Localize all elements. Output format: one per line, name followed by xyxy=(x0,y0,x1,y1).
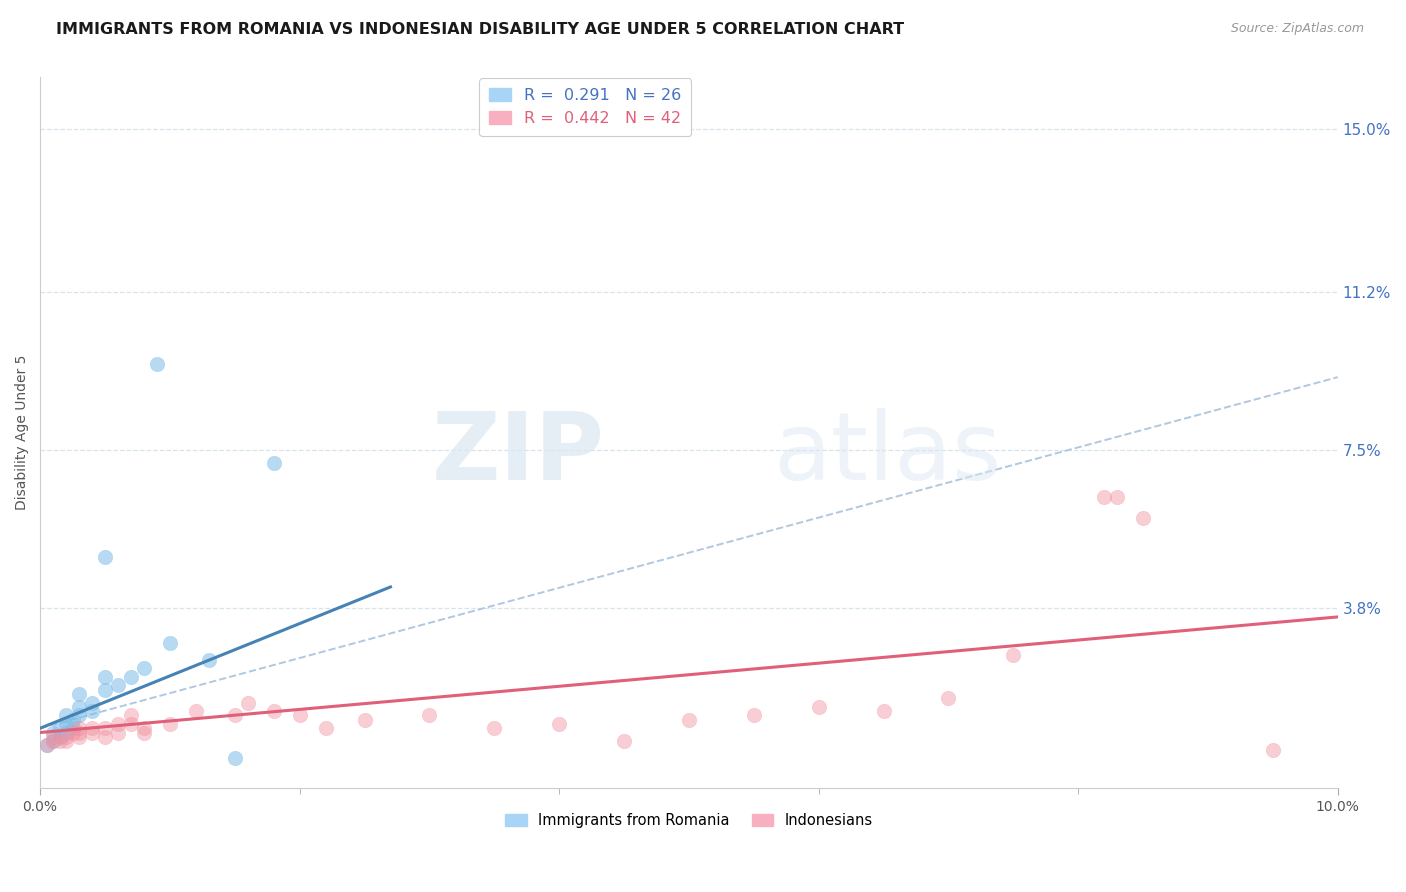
Point xyxy=(42,734,65,748)
Point xyxy=(107,678,129,692)
Point xyxy=(224,751,246,765)
Point xyxy=(132,721,155,735)
Point xyxy=(67,699,90,714)
Point xyxy=(62,725,84,739)
Point xyxy=(484,721,506,735)
Point xyxy=(48,734,70,748)
Point xyxy=(120,717,142,731)
Point xyxy=(80,704,103,718)
Point xyxy=(1132,511,1154,525)
Point xyxy=(80,725,103,739)
Point xyxy=(94,730,117,744)
Point xyxy=(132,661,155,675)
Point xyxy=(418,708,440,723)
Point xyxy=(35,739,58,753)
Point xyxy=(872,704,894,718)
Point xyxy=(67,721,90,735)
Point xyxy=(94,721,117,735)
Point xyxy=(1092,490,1115,504)
Point xyxy=(80,721,103,735)
Point xyxy=(42,725,65,739)
Point xyxy=(55,730,77,744)
Point xyxy=(224,708,246,723)
Point xyxy=(48,730,70,744)
Point xyxy=(94,682,117,697)
Point xyxy=(80,696,103,710)
Text: atlas: atlas xyxy=(773,409,1001,500)
Point xyxy=(67,725,90,739)
Y-axis label: Disability Age Under 5: Disability Age Under 5 xyxy=(15,355,30,510)
Point xyxy=(48,721,70,735)
Point xyxy=(613,734,636,748)
Point xyxy=(198,653,221,667)
Point xyxy=(159,717,181,731)
Point xyxy=(132,725,155,739)
Point xyxy=(236,696,259,710)
Point xyxy=(94,670,117,684)
Point xyxy=(55,708,77,723)
Point xyxy=(55,725,77,739)
Point xyxy=(107,717,129,731)
Point xyxy=(742,708,765,723)
Point xyxy=(288,708,311,723)
Point xyxy=(42,734,65,748)
Point xyxy=(55,734,77,748)
Point xyxy=(184,704,207,718)
Point xyxy=(678,713,700,727)
Point xyxy=(62,721,84,735)
Point xyxy=(263,456,285,470)
Legend: Immigrants from Romania, Indonesians: Immigrants from Romania, Indonesians xyxy=(499,807,879,834)
Point xyxy=(1107,490,1129,504)
Point xyxy=(67,730,90,744)
Point xyxy=(55,717,77,731)
Point xyxy=(807,699,830,714)
Point xyxy=(315,721,337,735)
Point xyxy=(938,691,960,706)
Point xyxy=(548,717,571,731)
Text: Source: ZipAtlas.com: Source: ZipAtlas.com xyxy=(1230,22,1364,36)
Point xyxy=(120,670,142,684)
Point xyxy=(67,708,90,723)
Point xyxy=(62,713,84,727)
Point xyxy=(263,704,285,718)
Point xyxy=(1261,742,1284,756)
Point xyxy=(42,730,65,744)
Text: ZIP: ZIP xyxy=(432,409,605,500)
Point xyxy=(146,357,169,371)
Point xyxy=(353,713,375,727)
Point xyxy=(1002,648,1025,663)
Point xyxy=(94,549,117,564)
Point xyxy=(35,739,58,753)
Text: IMMIGRANTS FROM ROMANIA VS INDONESIAN DISABILITY AGE UNDER 5 CORRELATION CHART: IMMIGRANTS FROM ROMANIA VS INDONESIAN DI… xyxy=(56,22,904,37)
Point xyxy=(159,635,181,649)
Point xyxy=(120,708,142,723)
Point xyxy=(107,725,129,739)
Point xyxy=(67,687,90,701)
